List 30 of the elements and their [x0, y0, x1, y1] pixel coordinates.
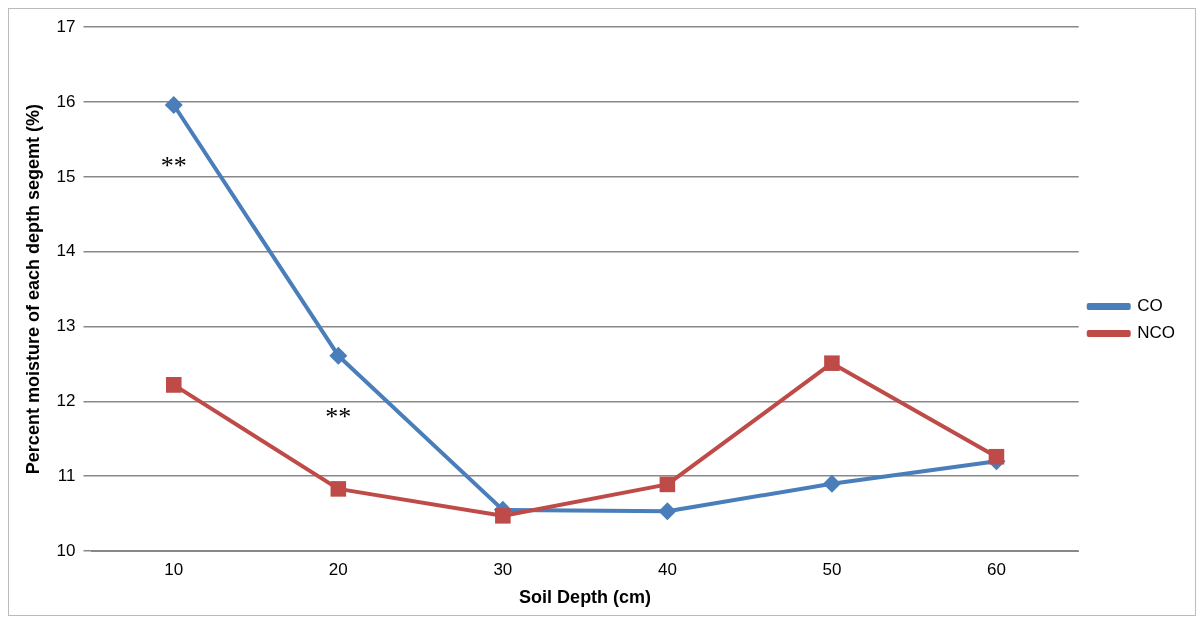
- annotation: **: [160, 150, 187, 180]
- y-tick-label: 13: [56, 316, 76, 336]
- x-tick-label: 50: [822, 559, 842, 579]
- x-tick-label: 30: [493, 559, 513, 579]
- y-tick-label: 17: [56, 16, 76, 36]
- legend-label: CO: [1137, 296, 1163, 316]
- x-tick-label: 10: [164, 559, 184, 579]
- y-tick-label: 16: [56, 91, 76, 111]
- annotation: **: [325, 401, 352, 431]
- legend-label: NCO: [1137, 323, 1175, 343]
- x-axis-title: Soil Depth (cm): [519, 587, 652, 608]
- y-tick-label: 12: [56, 391, 76, 411]
- x-tick-label: 40: [657, 559, 677, 579]
- point: [329, 346, 348, 365]
- point: [495, 508, 511, 524]
- point: [659, 476, 676, 493]
- y-axis-title: Percent moisture of each depth segemt (%): [22, 104, 43, 475]
- y-tick-label: 14: [56, 241, 76, 261]
- point: [330, 481, 347, 497]
- x-tick-label: 20: [328, 559, 348, 579]
- point: [166, 377, 182, 393]
- point: [658, 502, 677, 521]
- point: [822, 474, 841, 493]
- point: [988, 448, 1005, 465]
- x-tick-label: 60: [986, 559, 1006, 579]
- point: [164, 96, 183, 115]
- y-tick-label: 10: [56, 540, 76, 560]
- y-tick-label: 11: [57, 465, 76, 485]
- point: [824, 355, 840, 371]
- y-tick-label: 15: [56, 166, 76, 186]
